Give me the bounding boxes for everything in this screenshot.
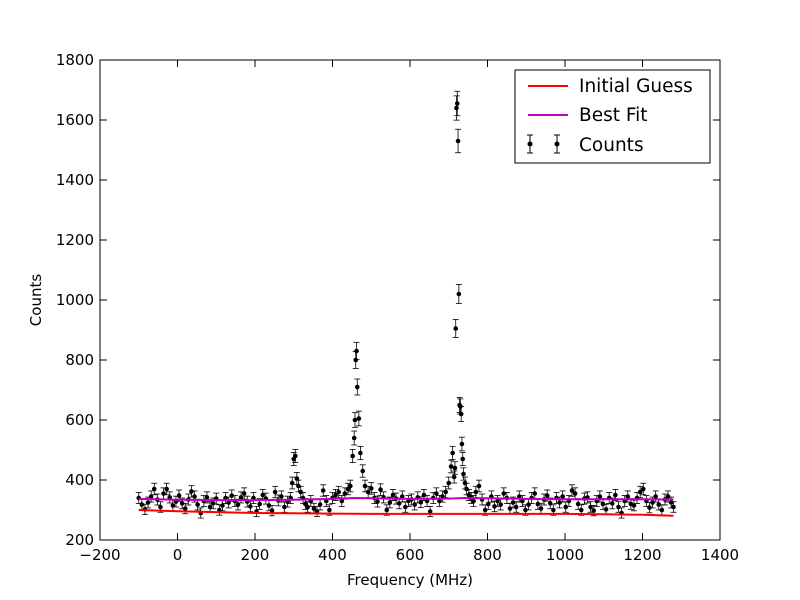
counts-point — [459, 452, 466, 466]
counts-point — [646, 501, 653, 514]
counts-point — [357, 445, 364, 461]
x-tick-label: 1200 — [623, 546, 661, 564]
counts-point — [359, 464, 366, 478]
counts-point — [568, 484, 575, 497]
counts-point — [451, 461, 458, 475]
counts-point — [191, 490, 198, 503]
counts-point — [458, 436, 465, 452]
x-tick-label: 1000 — [546, 546, 584, 564]
counts-point — [354, 378, 361, 396]
counts-point — [355, 410, 362, 427]
counts-point — [289, 476, 296, 490]
counts-point — [377, 483, 384, 496]
counts-point — [436, 495, 443, 507]
legend-label-initial-guess: Initial Guess — [579, 76, 693, 97]
counts-point — [427, 505, 434, 518]
counts-point — [292, 449, 299, 463]
x-tick-label: 1400 — [701, 546, 739, 564]
counts-point — [531, 487, 538, 500]
counts-point — [460, 467, 467, 481]
y-tick-label: 600 — [65, 411, 94, 429]
y-tick-label: 1800 — [56, 51, 94, 69]
x-tick-label: 800 — [473, 546, 502, 564]
counts-point — [338, 495, 345, 507]
x-tick-label: 400 — [318, 546, 347, 564]
counts-point — [637, 485, 644, 499]
counts-point — [188, 485, 195, 498]
counts-point — [151, 482, 158, 496]
y-tick-label: 1400 — [56, 171, 94, 189]
counts-point — [347, 479, 354, 493]
counts-point — [135, 492, 142, 504]
counts-point — [353, 341, 360, 361]
counts-point — [452, 319, 459, 338]
counts-point — [247, 500, 254, 513]
counts-point — [163, 482, 170, 496]
counts-point — [297, 485, 304, 499]
counts-point — [272, 485, 279, 499]
ticks-layer: −200 0 200 400 600 800 1000 1200 1400 200 400 600 80… — [56, 51, 739, 564]
series-layer — [135, 90, 677, 519]
counts-point — [351, 430, 358, 446]
counts-point — [640, 482, 647, 496]
best-fit-line — [138, 496, 674, 502]
counts-point — [445, 476, 452, 490]
counts-point — [256, 498, 263, 510]
counts-point — [310, 502, 317, 515]
x-tick-label: 200 — [241, 546, 270, 564]
counts-point — [670, 501, 677, 513]
legend-swatch-counts — [527, 134, 560, 154]
counts-point — [219, 499, 226, 512]
counts-point — [238, 491, 245, 504]
counts-point — [451, 470, 458, 484]
counts-point — [320, 484, 327, 497]
y-tick-label: 400 — [65, 471, 94, 489]
counts-point — [491, 500, 498, 513]
counts-point — [454, 90, 461, 117]
x-axis-label: Frequency (MHz) — [347, 571, 473, 589]
counts-point — [455, 128, 462, 154]
counts-point — [455, 284, 462, 304]
counts-point — [351, 412, 358, 428]
counts-point — [458, 406, 465, 422]
counts-point — [475, 479, 482, 493]
counts-point — [368, 482, 375, 495]
counts-point — [349, 449, 356, 463]
counts-point — [658, 504, 665, 516]
counts-point — [596, 490, 603, 503]
x-tick-label: −200 — [79, 546, 120, 564]
legend-label-best-fit: Best Fit — [579, 105, 648, 126]
counts-point — [559, 490, 566, 503]
y-tick-label: 1200 — [56, 231, 94, 249]
counts-point — [203, 491, 210, 504]
x-tick-label: 0 — [173, 546, 183, 564]
legend-label-counts: Counts — [579, 135, 644, 156]
y-tick-label: 800 — [65, 351, 94, 369]
counts-point — [624, 490, 631, 503]
counts-point — [172, 495, 179, 508]
legend: Initial Guess Best Fit Counts — [514, 69, 711, 164]
y-tick-label: 1000 — [56, 291, 94, 309]
y-tick-label: 200 — [65, 531, 94, 549]
y-tick-label: 1600 — [56, 111, 94, 129]
counts-point — [448, 459, 455, 474]
counts-point — [148, 490, 155, 503]
counts-point — [166, 491, 173, 504]
counts-point — [513, 501, 520, 513]
y-axis-label: Counts — [27, 274, 45, 327]
counts-point — [550, 504, 557, 516]
initial-guess-line — [138, 509, 674, 517]
counts-point — [449, 445, 456, 461]
x-tick-label: 600 — [396, 546, 425, 564]
